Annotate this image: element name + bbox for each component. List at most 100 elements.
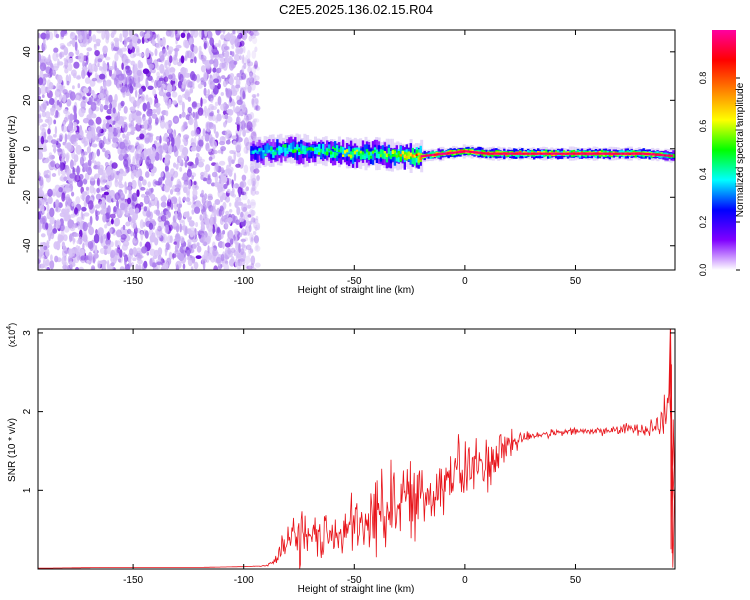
noise-speckle (189, 227, 196, 232)
noise-speckle (184, 226, 188, 236)
noise-speckle (101, 203, 107, 213)
band-core (526, 152, 530, 155)
noise-speckle (188, 220, 195, 227)
noise-speckle (177, 94, 183, 104)
noise-speckle (249, 220, 253, 225)
noise-speckle (233, 172, 237, 182)
noise-speckle (250, 73, 257, 79)
noise-speckle (240, 211, 244, 218)
band-cell (250, 146, 253, 155)
band-cell (276, 139, 279, 154)
noise-speckle (38, 250, 42, 260)
band-cell (264, 145, 267, 154)
band-core (661, 154, 665, 157)
band-core (498, 152, 501, 155)
noise-speckle (193, 56, 197, 64)
noise-speckle (70, 159, 74, 170)
noise-speckle (165, 110, 169, 117)
noise-speckle (159, 135, 162, 144)
noise-speckle (252, 36, 258, 45)
band-cell (399, 154, 402, 162)
noise-speckle (195, 255, 202, 259)
noise-speckle (220, 34, 225, 40)
band-core (655, 153, 658, 156)
noise-speckle (122, 133, 126, 139)
noise-speckle (118, 73, 125, 81)
noise-speckle (72, 85, 75, 90)
band-core (456, 151, 459, 154)
snr-y-ticks: 1 2 3 (22, 330, 675, 493)
noise-speckle (246, 121, 253, 131)
noise-speckle (250, 174, 257, 181)
noise-speckle (74, 174, 81, 183)
noise-speckle (224, 33, 232, 41)
noise-speckle (166, 91, 171, 97)
noise-speckle (69, 233, 73, 243)
noise-speckle (254, 245, 261, 252)
noise-speckle (250, 32, 256, 39)
noise-speckle (174, 136, 181, 147)
noise-speckle (55, 53, 60, 58)
band-cell (328, 144, 331, 153)
band-cell (403, 154, 406, 159)
noise-speckle (136, 153, 143, 158)
band-cell (308, 148, 311, 157)
noise-speckle (40, 85, 47, 95)
noise-speckle (97, 227, 104, 237)
noise-speckle (145, 156, 152, 167)
noise-speckle (114, 240, 118, 247)
band-core (520, 152, 523, 155)
noise-speckle (57, 74, 63, 84)
noise-speckle (75, 266, 80, 270)
noise-speckle (249, 199, 256, 209)
noise-speckle (40, 233, 46, 238)
noise-speckle (179, 73, 184, 83)
band-core (644, 152, 647, 155)
noise-speckle (249, 232, 254, 243)
noise-speckle (247, 66, 252, 74)
band-core (489, 152, 492, 155)
noise-speckle (250, 82, 256, 91)
noise-speckle (97, 62, 100, 68)
noise-speckle (38, 32, 41, 38)
band-cell (375, 151, 379, 158)
noise-speckle (73, 61, 80, 69)
noise-speckle (192, 30, 199, 38)
noise-speckle (241, 105, 246, 113)
noise-speckle (233, 60, 238, 65)
band-cell (363, 144, 367, 160)
noise-speckle (122, 79, 126, 86)
noise-speckle (248, 252, 251, 257)
x-tick-label: -50 (347, 575, 362, 586)
noise-speckle (228, 78, 234, 83)
noise-speckle (253, 221, 257, 229)
band-core (588, 152, 592, 155)
noise-speckle (199, 214, 203, 221)
noise-speckle (203, 87, 207, 96)
noise-speckle (63, 108, 69, 115)
noise-speckle (105, 56, 111, 61)
band-core (471, 150, 474, 154)
noise-speckle (235, 106, 241, 112)
noise-speckle (109, 102, 113, 111)
noise-speckle (110, 169, 116, 174)
noise-speckle (110, 218, 114, 225)
band-core (597, 152, 601, 155)
noise-speckle (49, 97, 55, 106)
band-core (506, 152, 510, 155)
noise-speckle (173, 162, 177, 168)
band-cell (314, 146, 317, 155)
noise-speckle (130, 96, 136, 104)
band-cell (258, 148, 261, 152)
noise-speckle (102, 45, 108, 54)
noise-speckle (96, 148, 101, 157)
band-core (566, 152, 570, 155)
noise-speckle (45, 222, 49, 230)
noise-speckle (96, 161, 101, 166)
band-cell (405, 155, 408, 159)
noise-speckle (80, 100, 86, 109)
noise-speckle (126, 75, 130, 85)
band-core (535, 152, 539, 155)
noise-speckle (101, 30, 105, 40)
noise-speckle (201, 30, 205, 39)
